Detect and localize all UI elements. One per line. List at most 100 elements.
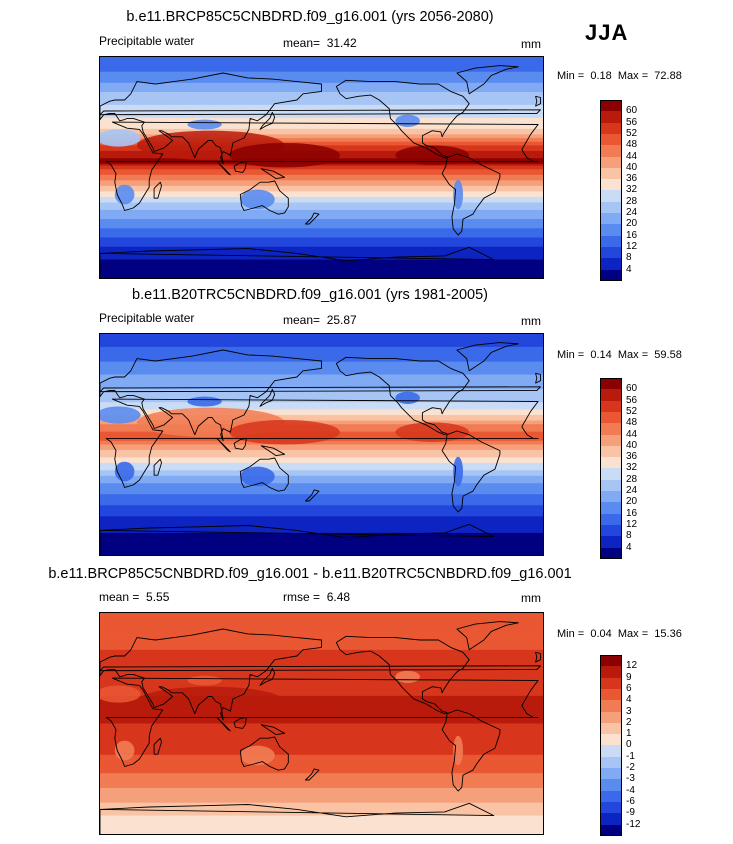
map-band [100, 215, 543, 218]
map-band [100, 633, 543, 636]
panel-2-mean-label: mean= [283, 313, 321, 327]
map-band [100, 773, 543, 776]
map-band [100, 830, 543, 833]
map-band [100, 699, 543, 702]
map-band [100, 520, 543, 523]
map-band [100, 222, 543, 226]
colorbar-box [600, 213, 622, 225]
map-band [100, 614, 543, 618]
map-band [100, 226, 543, 229]
map-band [100, 629, 543, 633]
map-band [100, 259, 543, 263]
colorbar-box [600, 445, 622, 458]
map-band [100, 686, 543, 690]
colorbar-tick-label: 44 [626, 150, 638, 162]
map-band [100, 380, 543, 383]
map-dry-region [240, 466, 275, 487]
map-band [100, 508, 543, 512]
map-band [100, 209, 543, 213]
coastline [259, 111, 276, 130]
map-band [100, 620, 543, 623]
colorbar-box [600, 524, 622, 537]
map-band [100, 786, 543, 789]
coastline [105, 121, 539, 211]
colorbar-tick-label: 52 [626, 405, 638, 417]
map-band [100, 73, 543, 77]
map-band [100, 446, 543, 449]
coastline [153, 737, 162, 755]
map-band [100, 383, 543, 387]
map-band [100, 616, 543, 620]
map-band [100, 464, 543, 468]
coastline [259, 667, 276, 686]
colorbar-tick-label: -2 [626, 762, 635, 773]
panel-1-variable-label: Precipitable water [99, 34, 195, 48]
coastline [100, 349, 322, 442]
map-band [100, 71, 543, 75]
panel-1-title: b.e11.BRCP85C5CNBDRD.f09_g16.001 (yrs 20… [126, 9, 494, 25]
colorbar-tick-label: 48 [626, 417, 638, 429]
panel-3-max-label: Max = [617, 628, 649, 640]
map-band [100, 103, 543, 106]
map-band [100, 534, 543, 538]
map-band [100, 405, 543, 409]
panel-3-min-label: Min = [557, 628, 585, 640]
map-band [100, 402, 543, 405]
map-band [100, 274, 543, 277]
colorbar-tick-label: 4 [626, 263, 632, 275]
map-band [100, 501, 543, 505]
map-band [100, 488, 543, 492]
coastline [535, 95, 541, 107]
colorbar-box [600, 813, 622, 825]
coastline [233, 716, 247, 729]
map-band [100, 261, 543, 264]
colorbar-box [600, 389, 622, 402]
map-band [100, 784, 543, 787]
map-band [100, 627, 543, 631]
map-band [100, 91, 543, 95]
coastline [239, 736, 289, 771]
map-band [100, 348, 543, 352]
colorbar-box [600, 246, 622, 259]
colorbar-box [600, 688, 622, 701]
map-dry-region [187, 675, 222, 686]
colorbar-box [600, 536, 622, 548]
map-band [100, 233, 543, 237]
map-band [100, 752, 543, 756]
map-band [100, 141, 543, 145]
map-band [100, 184, 543, 187]
map-band [100, 108, 543, 112]
map-band [100, 477, 543, 481]
map-band [100, 745, 543, 749]
colorbar-box [600, 258, 622, 270]
map-band [100, 246, 543, 250]
map-band [100, 180, 543, 183]
map-dry-region [240, 745, 275, 766]
map-band [100, 346, 543, 350]
map-band [100, 800, 543, 804]
map-band [100, 385, 543, 389]
colorbar-box [600, 756, 622, 769]
map-band [100, 791, 543, 795]
map-dry-region [114, 740, 135, 761]
map-band [100, 782, 543, 785]
colorbar-box [600, 745, 622, 758]
colorbar-box [600, 479, 622, 492]
coastline [260, 724, 286, 736]
map-band [100, 75, 543, 78]
panel-1-mean-value: 31.42 [326, 36, 357, 50]
map-band [100, 815, 543, 819]
map-band [100, 374, 543, 377]
colorbar-tick-label: 36 [626, 173, 638, 185]
map-band [100, 368, 543, 372]
map-band [100, 518, 543, 521]
map-band [100, 77, 543, 80]
map-band [100, 462, 543, 466]
map-band [100, 466, 543, 470]
coastline [216, 437, 231, 453]
panel-2-units: mm [521, 314, 541, 328]
panel-2-title: b.e11.B20TRC5CNBDRD.f09_g16.001 (yrs 198… [132, 287, 488, 303]
coastline [305, 212, 320, 225]
map-band [100, 444, 543, 447]
map-band [100, 457, 543, 460]
